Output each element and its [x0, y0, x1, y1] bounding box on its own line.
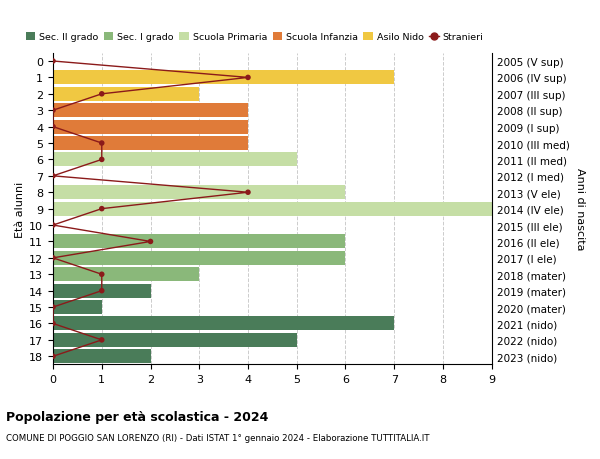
Point [97, 157, 107, 164]
Point [146, 238, 155, 246]
Bar [53, 88, 199, 101]
Bar [53, 153, 297, 167]
Bar [53, 137, 248, 151]
Y-axis label: Età alunni: Età alunni [15, 181, 25, 237]
Bar [53, 252, 346, 265]
Point [48, 353, 58, 360]
Bar [53, 235, 346, 249]
Point [48, 304, 58, 311]
Point [48, 320, 58, 327]
Bar [53, 333, 297, 347]
Point [48, 107, 58, 115]
Point [97, 91, 107, 98]
Bar [53, 71, 394, 85]
Point [48, 222, 58, 229]
Point [97, 271, 107, 278]
Bar [53, 317, 394, 331]
Point [97, 336, 107, 344]
Bar [53, 104, 248, 118]
Bar [53, 284, 151, 298]
Point [97, 206, 107, 213]
Bar [53, 202, 492, 216]
Legend: Sec. II grado, Sec. I grado, Scuola Primaria, Scuola Infanzia, Asilo Nido, Stran: Sec. II grado, Sec. I grado, Scuola Prim… [22, 29, 487, 46]
Point [48, 255, 58, 262]
Y-axis label: Anni di nascita: Anni di nascita [575, 168, 585, 250]
Point [243, 74, 253, 82]
Point [97, 287, 107, 295]
Text: COMUNE DI POGGIO SAN LORENZO (RI) - Dati ISTAT 1° gennaio 2024 - Elaborazione TU: COMUNE DI POGGIO SAN LORENZO (RI) - Dati… [6, 433, 430, 442]
Bar [53, 186, 346, 200]
Point [97, 140, 107, 147]
Point [48, 173, 58, 180]
Bar [53, 120, 248, 134]
Bar [53, 301, 102, 314]
Bar [53, 350, 151, 364]
Text: Popolazione per età scolastica - 2024: Popolazione per età scolastica - 2024 [6, 410, 268, 423]
Bar [53, 268, 199, 282]
Point [48, 58, 58, 66]
Point [48, 123, 58, 131]
Point [243, 189, 253, 196]
